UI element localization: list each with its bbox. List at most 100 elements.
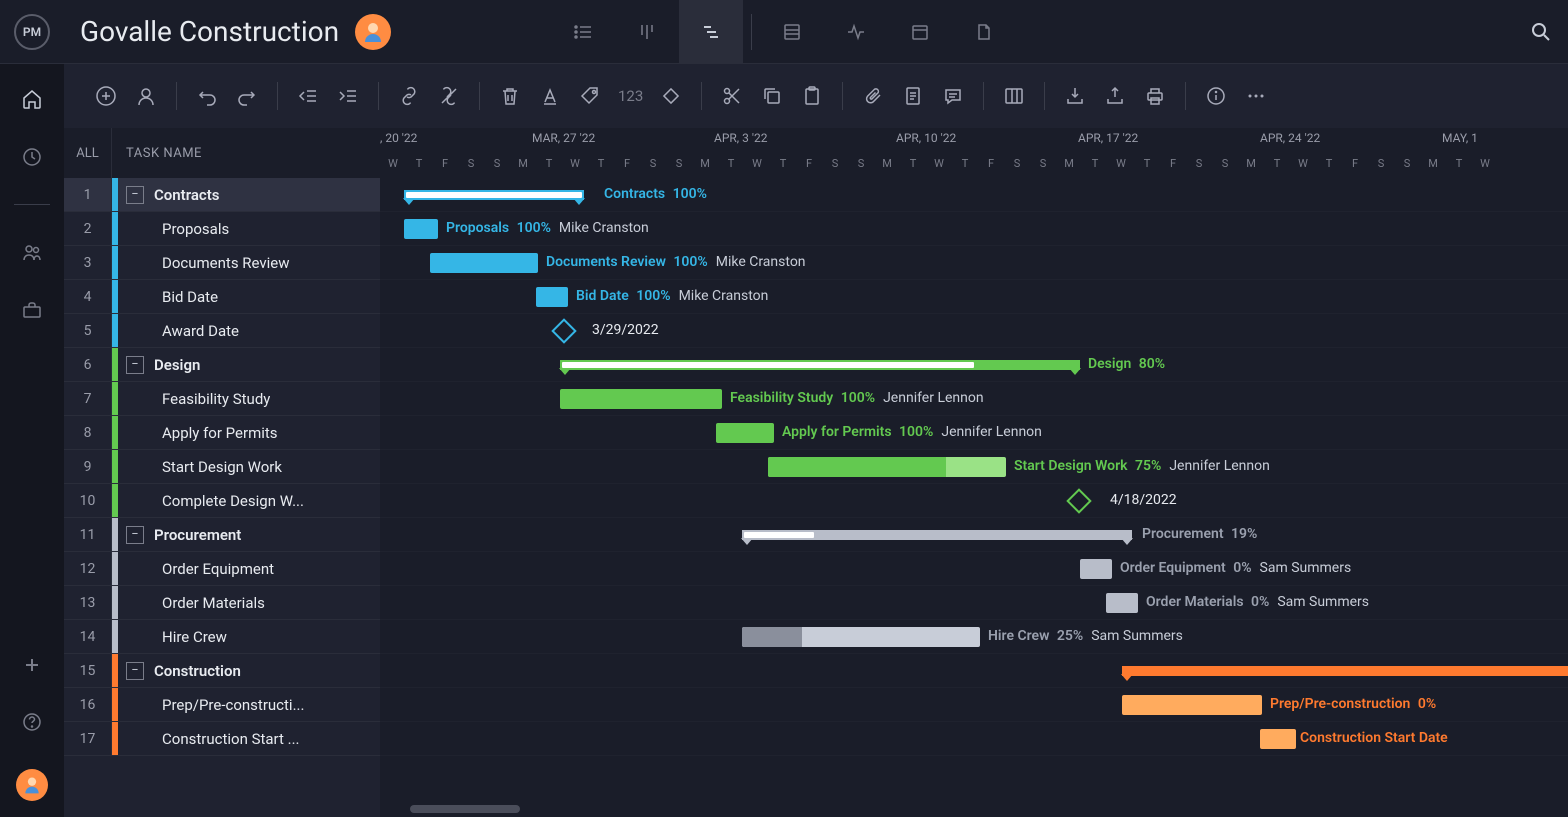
task-row[interactable]: 8Apply for Permits [64, 416, 380, 450]
day-label: T [952, 150, 978, 178]
task-row[interactable]: 16Prep/Pre-constructi... [64, 688, 380, 722]
column-task-name[interactable]: TASK NAME [112, 146, 380, 161]
undo-icon[interactable] [189, 78, 225, 114]
collapse-icon[interactable]: − [126, 356, 144, 374]
milestone-diamond[interactable] [1066, 488, 1091, 513]
task-row[interactable]: 11−Procurement [64, 518, 380, 552]
paste-icon[interactable] [794, 78, 830, 114]
task-row[interactable]: 5Award Date [64, 314, 380, 348]
task-bar[interactable] [1080, 559, 1112, 579]
column-all[interactable]: ALL [64, 128, 112, 178]
milestone-diamond[interactable] [551, 318, 576, 343]
gantt-timeline-header: , 20 '22MAR, 27 '22APR, 3 '22APR, 10 '22… [380, 128, 1568, 178]
row-number: 10 [64, 484, 112, 517]
day-label: F [1160, 150, 1186, 178]
task-bar[interactable] [560, 389, 722, 409]
number-label[interactable]: 123 [612, 87, 649, 105]
task-row[interactable]: 17Construction Start ... [64, 722, 380, 756]
columns-icon[interactable] [996, 78, 1032, 114]
view-sheet-icon[interactable] [760, 0, 824, 64]
user-avatar[interactable] [16, 769, 48, 801]
project-avatar[interactable] [355, 14, 391, 50]
bar-label: Feasibility Study 100%Jennifer Lennon [730, 390, 984, 406]
task-bar[interactable] [430, 253, 538, 273]
task-bar[interactable] [742, 627, 980, 647]
task-row[interactable]: 13Order Materials [64, 586, 380, 620]
people-icon[interactable] [21, 241, 43, 263]
copy-icon[interactable] [754, 78, 790, 114]
milestone-date: 3/29/2022 [592, 322, 659, 338]
info-icon[interactable] [1198, 78, 1234, 114]
comment-icon[interactable] [935, 78, 971, 114]
search-icon[interactable] [1530, 21, 1552, 43]
collapse-icon[interactable]: − [126, 526, 144, 544]
redo-icon[interactable] [229, 78, 265, 114]
milestone-icon[interactable] [653, 78, 689, 114]
link-icon[interactable] [391, 78, 427, 114]
export-icon[interactable] [1097, 78, 1133, 114]
day-label: W [562, 150, 588, 178]
task-bar[interactable] [768, 457, 1006, 477]
home-icon[interactable] [21, 88, 43, 110]
project-title[interactable]: Govalle Construction [80, 15, 339, 48]
task-row[interactable]: 6−Design [64, 348, 380, 382]
summary-bar[interactable] [404, 190, 584, 200]
view-file-icon[interactable] [952, 0, 1016, 64]
day-label: S [1212, 150, 1238, 178]
week-label: MAR, 27 '22 [532, 131, 595, 145]
briefcase-icon[interactable] [21, 299, 43, 321]
view-calendar-icon[interactable] [888, 0, 952, 64]
task-row[interactable]: 7Feasibility Study [64, 382, 380, 416]
summary-bar[interactable] [742, 530, 1132, 540]
day-label: T [900, 150, 926, 178]
unlink-icon[interactable] [431, 78, 467, 114]
task-row[interactable]: 14Hire Crew [64, 620, 380, 654]
attach-icon[interactable] [855, 78, 891, 114]
task-name-label: Start Design Work [118, 458, 282, 476]
tag-icon[interactable] [572, 78, 608, 114]
task-row[interactable]: 3Documents Review [64, 246, 380, 280]
task-row[interactable]: 9Start Design Work [64, 450, 380, 484]
view-list-icon[interactable] [551, 0, 615, 64]
font-icon[interactable] [532, 78, 568, 114]
task-bar[interactable] [404, 219, 438, 239]
task-row[interactable]: 4Bid Date [64, 280, 380, 314]
task-bar[interactable] [1106, 593, 1138, 613]
task-bar[interactable] [536, 287, 568, 307]
notes-icon[interactable] [895, 78, 931, 114]
collapse-icon[interactable]: − [126, 186, 144, 204]
assign-icon[interactable] [128, 78, 164, 114]
day-label: M [1238, 150, 1264, 178]
view-activity-icon[interactable] [824, 0, 888, 64]
indent-icon[interactable] [330, 78, 366, 114]
task-bar[interactable] [1122, 695, 1262, 715]
outdent-icon[interactable] [290, 78, 326, 114]
collapse-icon[interactable]: − [126, 662, 144, 680]
view-board-icon[interactable] [615, 0, 679, 64]
summary-bar[interactable] [560, 360, 1080, 370]
task-row[interactable]: 15−Construction [64, 654, 380, 688]
cut-icon[interactable] [714, 78, 750, 114]
task-row[interactable]: 12Order Equipment [64, 552, 380, 586]
task-row[interactable]: 1−Contracts [64, 178, 380, 212]
day-label: S [640, 150, 666, 178]
import-icon[interactable] [1057, 78, 1093, 114]
add-task-icon[interactable] [88, 78, 124, 114]
row-number: 2 [64, 212, 112, 245]
task-row[interactable]: 2Proposals [64, 212, 380, 246]
clock-icon[interactable] [21, 146, 43, 168]
task-bar[interactable] [1260, 729, 1296, 749]
print-icon[interactable] [1137, 78, 1173, 114]
view-gantt-icon[interactable] [679, 0, 743, 64]
app-logo[interactable]: PM [14, 14, 50, 50]
summary-bar[interactable] [1122, 666, 1568, 676]
day-label: M [692, 150, 718, 178]
plus-icon[interactable] [22, 655, 42, 675]
gantt-body[interactable]: Contracts 100%Proposals 100%Mike Cransto… [380, 178, 1568, 817]
task-bar[interactable] [716, 423, 774, 443]
more-icon[interactable] [1238, 78, 1274, 114]
task-row[interactable]: 10Complete Design W... [64, 484, 380, 518]
help-icon[interactable] [21, 711, 43, 733]
horizontal-scrollbar[interactable] [410, 805, 520, 813]
delete-icon[interactable] [492, 78, 528, 114]
